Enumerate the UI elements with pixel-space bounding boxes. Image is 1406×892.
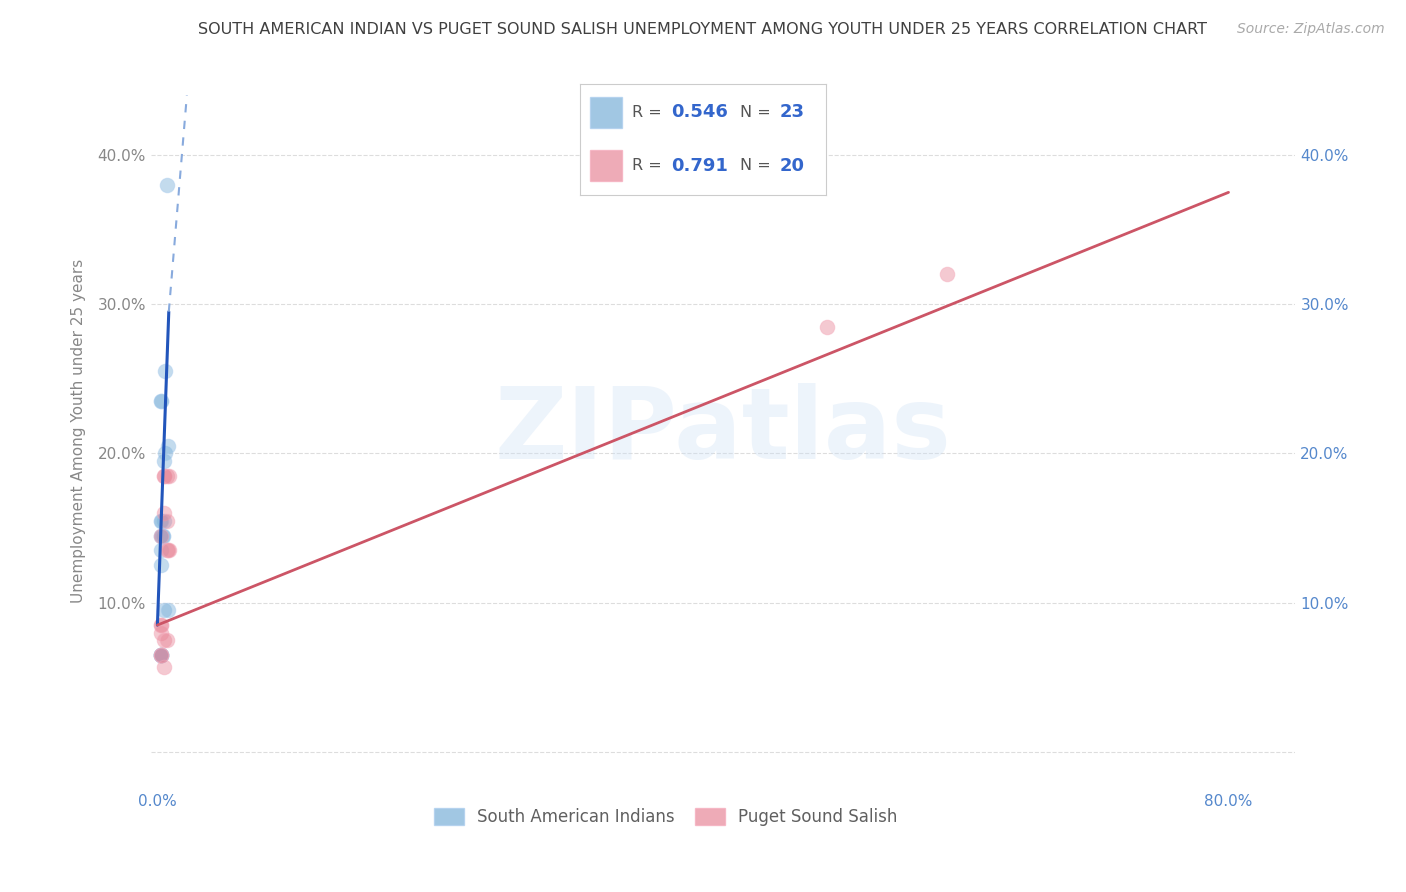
Point — [153, 468, 176, 483]
Point — [150, 625, 173, 640]
Point — [156, 543, 179, 558]
Point — [150, 648, 173, 662]
Point — [150, 648, 173, 662]
Text: SOUTH AMERICAN INDIAN VS PUGET SOUND SALISH UNEMPLOYMENT AMONG YOUTH UNDER 25 YE: SOUTH AMERICAN INDIAN VS PUGET SOUND SAL… — [198, 22, 1208, 37]
Point — [156, 514, 179, 528]
Point — [155, 446, 177, 460]
Point — [157, 603, 180, 617]
Point — [150, 528, 173, 542]
Point — [157, 439, 180, 453]
Point — [150, 648, 173, 662]
Point — [150, 514, 173, 528]
Point — [156, 632, 179, 647]
Point — [153, 506, 176, 520]
Point — [153, 454, 176, 468]
Point — [150, 648, 173, 662]
Point — [153, 632, 176, 647]
Point — [150, 394, 173, 409]
Point — [150, 618, 173, 632]
Point — [150, 648, 173, 662]
Point — [152, 528, 174, 542]
Text: ZIPatlas: ZIPatlas — [495, 383, 952, 480]
Point — [150, 618, 173, 632]
Point — [815, 319, 838, 334]
Text: Source: ZipAtlas.com: Source: ZipAtlas.com — [1237, 22, 1385, 37]
Point — [150, 543, 173, 558]
Point — [936, 268, 959, 282]
Point — [150, 528, 173, 542]
Legend: South American Indians, Puget Sound Salish: South American Indians, Puget Sound Sali… — [426, 800, 905, 835]
Point — [155, 364, 177, 378]
Point — [159, 543, 181, 558]
Point — [156, 178, 179, 192]
Point — [153, 603, 176, 617]
Point — [150, 558, 173, 573]
Point — [152, 528, 174, 542]
Y-axis label: Unemployment Among Youth under 25 years: Unemployment Among Youth under 25 years — [72, 259, 86, 603]
Point — [150, 394, 173, 409]
Point — [153, 468, 176, 483]
Point — [150, 514, 173, 528]
Point — [150, 648, 173, 662]
Point — [153, 514, 176, 528]
Point — [159, 468, 181, 483]
Point — [150, 648, 173, 662]
Point — [150, 528, 173, 542]
Point — [156, 468, 179, 483]
Point — [157, 543, 180, 558]
Point — [153, 660, 176, 674]
